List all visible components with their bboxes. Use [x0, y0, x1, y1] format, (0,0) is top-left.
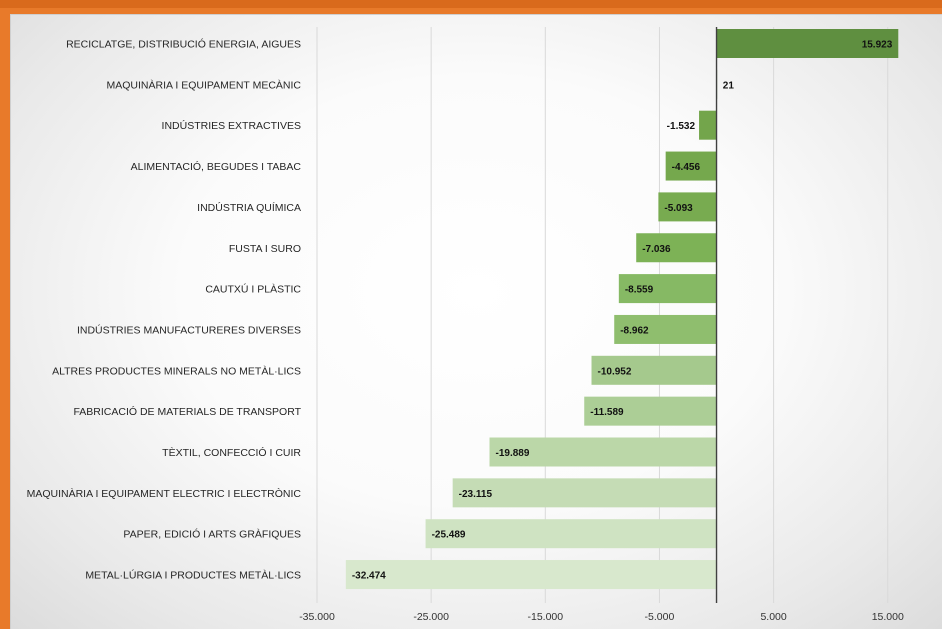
category-label: ALTRES PRODUCTES MINERALS NO METÀL·LICS: [52, 364, 301, 377]
x-tick-label: 5.000: [760, 611, 786, 623]
bar: [584, 396, 717, 426]
chart-frame: -35.000 -25.000 -15.000 -5.000 5.000 15.000 RE…: [10, 14, 942, 629]
category-label: MAQUINÀRIA I EQUIPAMENT MECÀNIC: [107, 78, 302, 91]
bar: [345, 560, 717, 590]
data-label: -23.115: [459, 489, 493, 500]
bar: [699, 110, 717, 140]
bar: [614, 314, 717, 344]
bar: [452, 478, 717, 508]
category-label: ALIMENTACIÓ, BEGUDES I TABAC: [131, 160, 302, 173]
bar: [618, 274, 717, 304]
x-tick-label: 15.000: [872, 611, 904, 623]
top-accent-bar: [0, 0, 942, 8]
category-label: PAPER, EDICIÓ I ARTS GRÀFIQUES: [123, 528, 301, 541]
bar-chart: -35.000 -25.000 -15.000 -5.000 5.000 15.000 RE…: [27, 27, 904, 623]
bar: [489, 437, 717, 467]
data-label: 15.923: [862, 40, 893, 51]
data-label: -1.532: [667, 121, 696, 132]
category-label: FABRICACIÓ DE MATERIALS DE TRANSPORT: [73, 405, 301, 418]
category-label: INDÚSTRIA QUÍMICA: [197, 201, 301, 214]
x-tick-label: -5.000: [645, 611, 675, 623]
bar: [591, 355, 717, 385]
category-label: INDÚSTRIES EXTRACTIVES: [162, 119, 301, 132]
data-label: -8.962: [620, 325, 649, 336]
data-label: 21: [723, 80, 735, 91]
x-tick-label: -35.000: [299, 611, 335, 623]
data-label: -11.589: [590, 407, 624, 418]
category-label: METAL·LÚRGIA I PRODUCTES METÀL·LICS: [85, 569, 301, 582]
category-label: TÈXTIL, CONFECCIÓ I CUIR: [162, 446, 301, 459]
data-label: -10.952: [598, 366, 632, 377]
category-label: CAUTXÚ I PLÀSTIC: [205, 283, 301, 296]
data-label: -4.456: [672, 162, 701, 173]
x-tick-label: -25.000: [413, 611, 449, 623]
data-label: -19.889: [495, 448, 529, 459]
bar: [716, 29, 899, 58]
data-label: -8.559: [625, 285, 654, 296]
category-label: FUSTA I SURO: [229, 243, 301, 255]
data-label: -7.036: [642, 244, 671, 255]
x-tick-label: -15.000: [527, 611, 563, 623]
bar: [665, 151, 717, 181]
data-label: -5.093: [664, 203, 693, 214]
data-label: -32.474: [352, 571, 386, 582]
bar: [425, 519, 717, 549]
data-label: -25.489: [432, 530, 466, 541]
category-label: MAQUINÀRIA I EQUIPAMENT ELECTRIC I ELECT…: [27, 487, 302, 500]
category-label: RECICLATGE, DISTRIBUCIÓ ENERGIA, AIGUES: [66, 38, 301, 51]
bar: [636, 233, 717, 263]
bar: [658, 192, 717, 222]
category-label: INDÚSTRIES MANUFACTURERES DIVERSES: [77, 323, 301, 336]
